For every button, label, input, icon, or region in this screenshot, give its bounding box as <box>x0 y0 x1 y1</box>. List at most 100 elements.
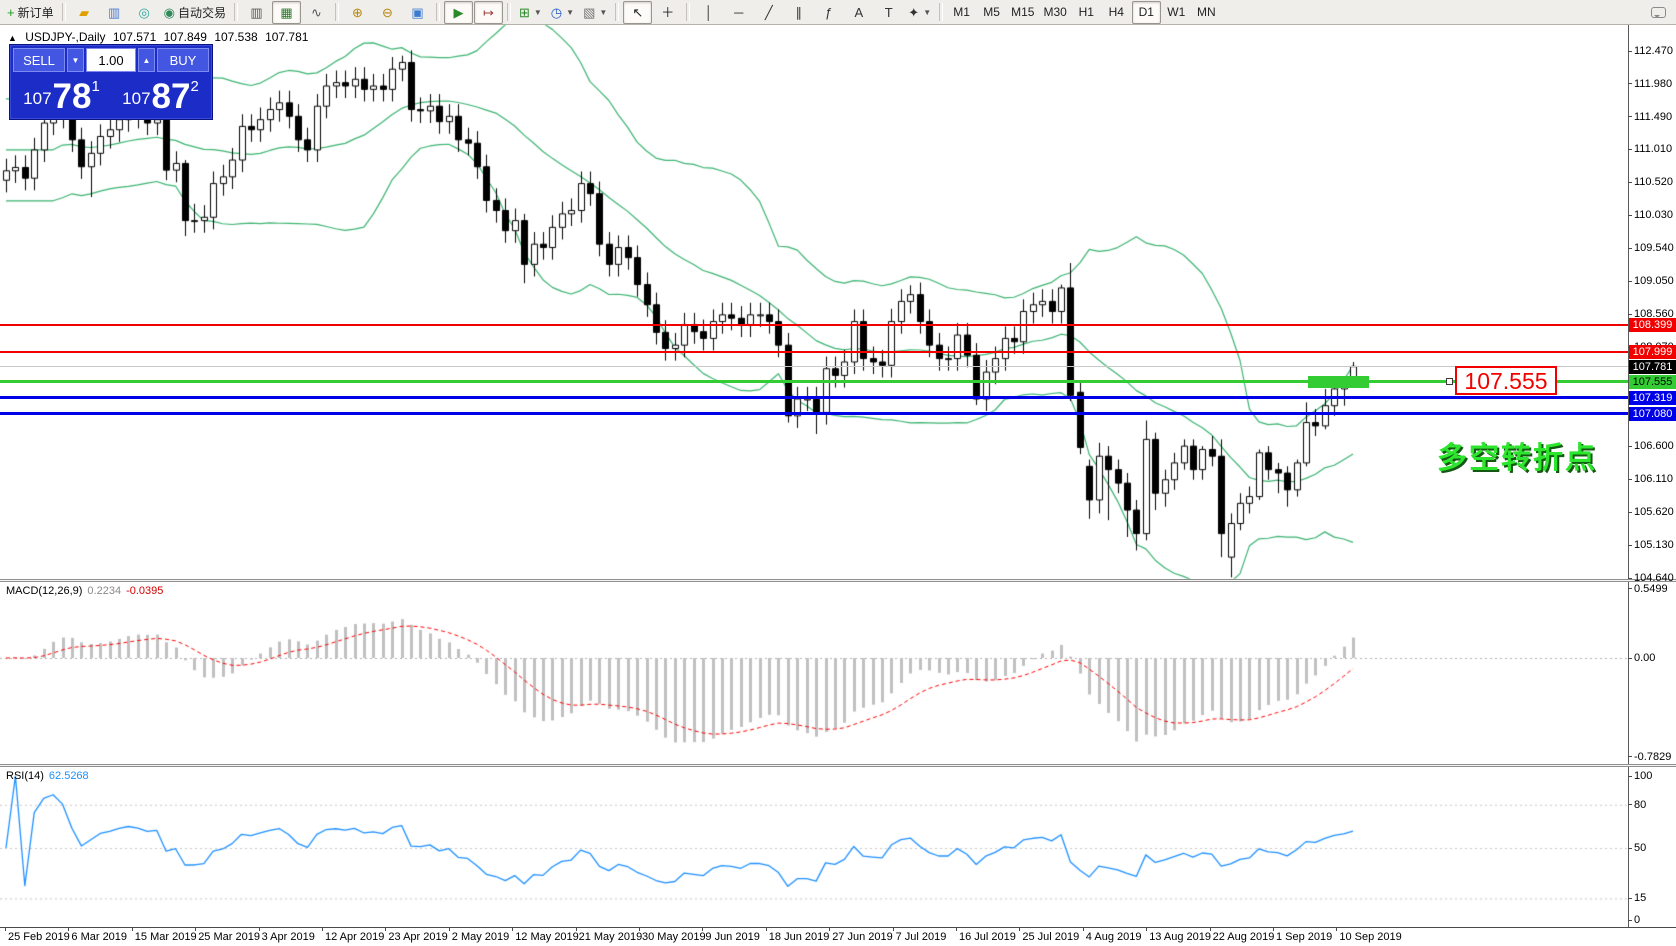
date-tick-mark <box>5 927 6 931</box>
date-label: 10 Sep 2019 <box>1339 931 1402 943</box>
rsi-tick-label: 0 <box>1634 914 1641 926</box>
price-tick-label: 109.540 <box>1634 242 1674 255</box>
price-tick-mark <box>1628 577 1632 579</box>
buy-price-big: 87 <box>151 77 191 117</box>
volume-increase-button[interactable]: ▲ <box>138 48 155 72</box>
ohlc-high: 107.849 <box>163 30 207 44</box>
buy-button[interactable]: BUY <box>157 48 209 72</box>
date-tick-mark <box>131 927 133 931</box>
date-tick-mark <box>956 927 957 931</box>
date-tick-mark <box>1336 927 1338 931</box>
ohlc-low: 107.538 <box>214 30 258 44</box>
price-tick-mark <box>1628 214 1632 216</box>
date-tick-mark <box>702 927 704 931</box>
rsi-tick-mark <box>1628 775 1632 777</box>
rsi-tick-mark <box>1628 919 1632 921</box>
macd-label-row: MACD(12,26,9) 0.2234 -0.0395 <box>6 585 163 597</box>
date-label: 3 Apr 2019 <box>261 931 315 943</box>
date-label: 7 Jul 2019 <box>895 931 947 943</box>
macd-value: 0.2234 <box>87 585 122 597</box>
date-tick-mark <box>765 927 767 931</box>
rsi-tick-label: 100 <box>1634 770 1653 782</box>
date-tick-mark <box>258 927 260 931</box>
buy-price-prefix: 107 <box>122 89 151 108</box>
price-tick-label: 110.520 <box>1634 176 1673 189</box>
sell-price-prefix: 107 <box>23 89 52 108</box>
price-level-badge: 108.399 <box>1629 318 1676 333</box>
buy-price-pipette: 2 <box>190 78 199 95</box>
date-tick-mark <box>1273 927 1274 931</box>
ohlc-open: 107.571 <box>112 30 157 44</box>
price-tick-label: 105.620 <box>1634 506 1674 519</box>
date-axis-separator <box>0 927 1676 928</box>
date-label: 30 May 2019 <box>642 931 706 943</box>
rsi-name-label: RSI(14) <box>6 770 44 782</box>
date-label: 12 Apr 2019 <box>325 931 385 943</box>
current-price-line <box>0 366 1628 368</box>
price-tick-mark <box>1628 50 1632 52</box>
date-tick-mark <box>1082 927 1084 931</box>
line-selection-handle[interactable] <box>1446 378 1453 386</box>
rsi-tick-label: 80 <box>1634 798 1647 811</box>
rsi-value: 62.5268 <box>48 770 89 782</box>
price-tick-mark <box>1628 83 1632 85</box>
date-label: 13 Aug 2019 <box>1149 931 1211 943</box>
price-tick-mark <box>1628 148 1632 150</box>
price-tick-mark <box>1628 478 1632 480</box>
date-label: 25 Jul 2019 <box>1022 931 1080 943</box>
date-tick-mark <box>1146 927 1148 931</box>
macd-tick-label: 0.00 <box>1634 652 1656 664</box>
rsi-tick-mark <box>1628 804 1632 806</box>
sell-price-pipette: 1 <box>91 78 100 95</box>
price-callout-box[interactable]: 107.555 <box>1455 366 1557 395</box>
pivot-line-107555[interactable] <box>0 380 1628 384</box>
macd-tick-mark <box>1628 657 1632 659</box>
resistance-line-107999[interactable] <box>0 350 1628 353</box>
price-tick-mark <box>1628 181 1632 183</box>
price-tick-label: 111.490 <box>1634 110 1673 123</box>
date-tick-mark <box>512 927 514 931</box>
price-tick-mark <box>1628 247 1632 249</box>
sell-price-big: 78 <box>52 77 92 117</box>
macd-tick-mark <box>1628 756 1632 758</box>
date-label: 25 Mar 2019 <box>198 931 260 943</box>
price-tick-label: 109.050 <box>1634 275 1674 288</box>
pivot-highlight-segment[interactable] <box>1308 375 1369 388</box>
date-label: 18 Jun 2019 <box>768 931 830 943</box>
macd-tick-label: 0.5499 <box>1634 582 1668 595</box>
date-label: 22 Aug 2019 <box>1212 931 1275 943</box>
sell-price-display[interactable]: 107 78 1 <box>13 74 110 116</box>
date-tick-mark <box>639 927 640 931</box>
volume-decrease-button[interactable]: ▼ <box>67 48 84 72</box>
support-line-107080[interactable] <box>0 412 1628 416</box>
price-tick-mark <box>1628 280 1632 282</box>
price-tick-label: 112.470 <box>1634 45 1673 57</box>
price-tick-mark <box>1628 313 1632 315</box>
sell-button[interactable]: SELL <box>13 48 65 72</box>
date-tick-mark <box>385 927 387 931</box>
one-click-panel-toggle[interactable]: ▲ <box>8 33 17 43</box>
rsi-tick-label: 15 <box>1634 892 1647 905</box>
pane-divider-main-macd[interactable] <box>0 579 1676 582</box>
date-label: 6 Mar 2019 <box>71 931 128 943</box>
rsi-label-row: RSI(14) 62.5268 <box>6 770 89 782</box>
resistance-line-108399[interactable] <box>0 324 1628 327</box>
current-price-badge: 107.781 <box>1629 359 1676 374</box>
date-tick-mark <box>829 927 831 931</box>
price-tick-mark <box>1628 116 1632 118</box>
chart-title: ▲ USDJPY-,Daily 107.571 107.849 107.538 … <box>8 30 312 44</box>
pane-divider-macd-rsi[interactable] <box>0 764 1676 767</box>
date-label: 15 Mar 2019 <box>134 931 197 943</box>
support-line-107319[interactable] <box>0 396 1628 400</box>
buy-price-display[interactable]: 107 87 2 <box>112 74 209 116</box>
price-tick-mark <box>1628 511 1632 513</box>
volume-input[interactable] <box>86 48 136 72</box>
ohlc-close: 107.781 <box>265 30 309 44</box>
price-tick-label: 105.130 <box>1634 539 1674 552</box>
macd-tick-label: -0.7829 <box>1634 750 1672 763</box>
pivot-annotation-text[interactable]: 多空转折点 <box>1437 442 1597 475</box>
date-label: 21 May 2019 <box>578 931 643 943</box>
rsi-tick-mark <box>1628 897 1632 899</box>
